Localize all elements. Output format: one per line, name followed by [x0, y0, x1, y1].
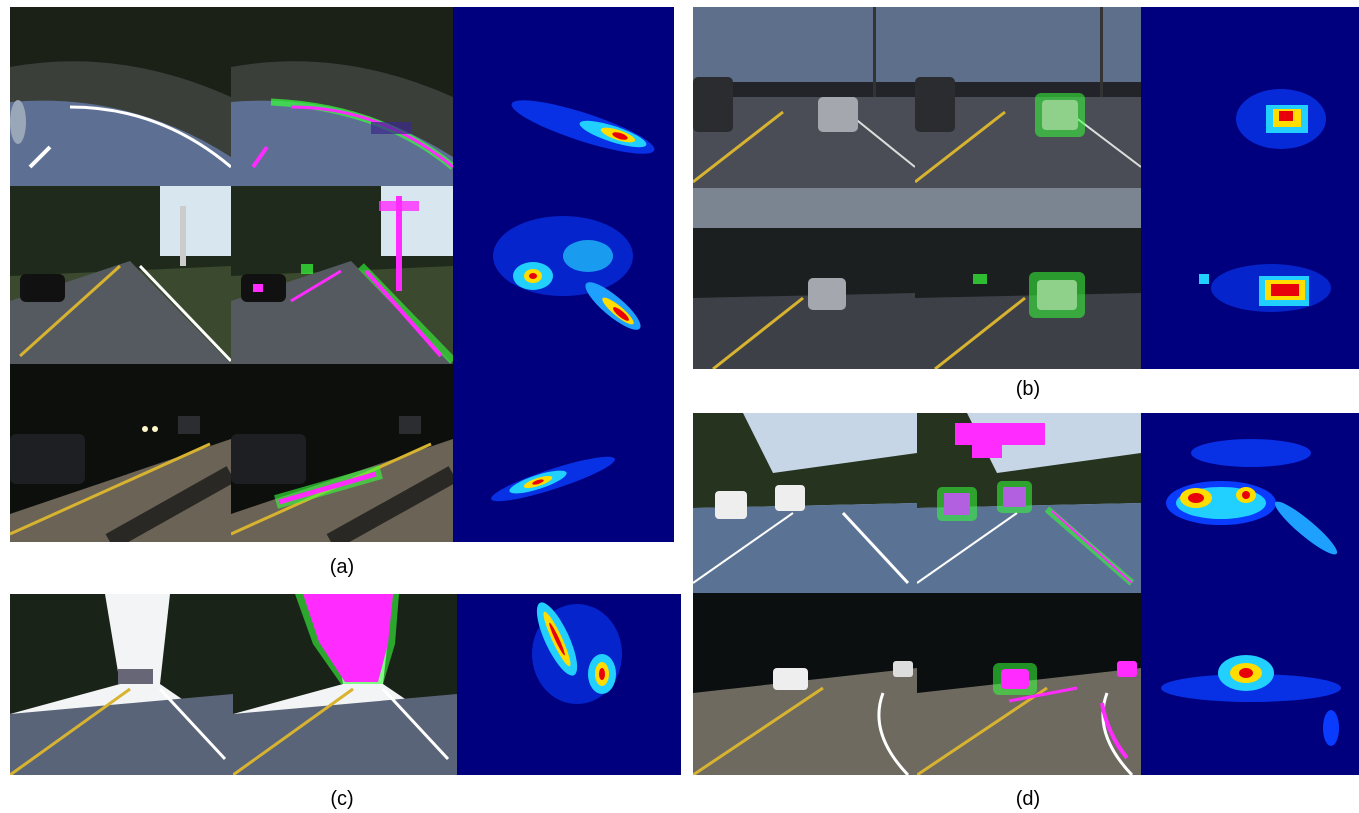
road-photo-b1 [693, 7, 915, 188]
heatmap-a2 [453, 186, 674, 364]
overlay-photo-a1 [231, 7, 453, 186]
heatmap-d2 [1141, 593, 1359, 775]
caption-a: (a) [329, 556, 355, 578]
heatmap-c1 [457, 594, 681, 775]
overlay-photo-d1 [917, 413, 1141, 593]
heatmap-a3 [453, 364, 674, 542]
heatmap-a1 [453, 7, 674, 186]
overlay-photo-d2 [917, 593, 1141, 775]
heatmap-b2 [1141, 188, 1359, 369]
road-photo-b2 [693, 188, 915, 369]
caption-c: (c) [330, 788, 354, 810]
overlay-photo-a2 [231, 186, 453, 364]
overlay-photo-b1 [915, 7, 1141, 188]
overlay-photo-c1 [233, 594, 457, 775]
overlay-photo-a3 [231, 364, 453, 542]
caption-b: (b) [1015, 378, 1041, 400]
heatmap-d1 [1141, 413, 1359, 593]
heatmap-b1 [1141, 7, 1359, 188]
road-photo-d1 [693, 413, 917, 593]
road-photo-c1 [10, 594, 233, 775]
road-photo-d2 [693, 593, 917, 775]
road-photo-a3 [10, 364, 231, 542]
road-photo-a1 [10, 7, 231, 186]
caption-d: (d) [1015, 788, 1041, 810]
overlay-photo-b2 [915, 188, 1141, 369]
road-photo-a2 [10, 186, 231, 364]
